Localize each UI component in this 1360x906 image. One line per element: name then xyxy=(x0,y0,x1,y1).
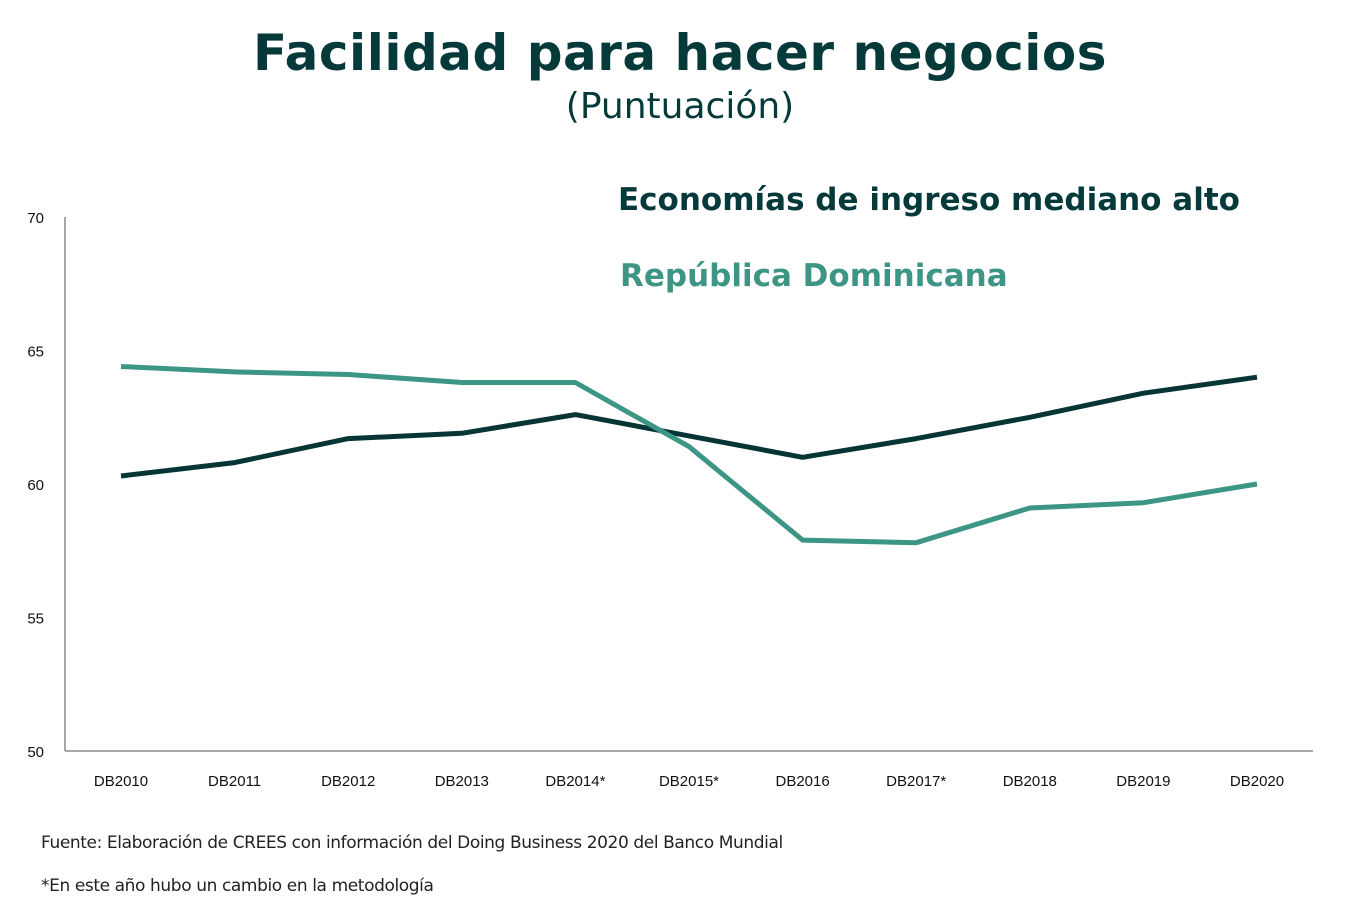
chart-subtitle: (Puntuación) xyxy=(565,86,795,127)
y-tick-label: 60 xyxy=(27,477,44,494)
x-tick-label: DB2011 xyxy=(208,773,261,790)
x-tick-label: DB2017* xyxy=(886,773,946,790)
x-tick-label: DB2016 xyxy=(775,773,829,790)
x-tick-label: DB2010 xyxy=(94,773,148,790)
x-tick-label: DB2019 xyxy=(1116,773,1170,790)
legend-entry-upper-middle-income: Economías de ingreso mediano alto xyxy=(618,182,1240,218)
x-tick-label: DB2012 xyxy=(321,773,375,790)
series-line-dominican-republic xyxy=(120,364,1258,546)
legend-entry-dominican-republic: República Dominicana xyxy=(620,258,1008,294)
chart-title: Facilidad para hacer negocios xyxy=(252,24,1108,82)
y-tick-label: 70 xyxy=(27,210,44,227)
x-tick-label: DB2020 xyxy=(1230,773,1284,790)
x-tick-label: DB2018 xyxy=(1003,773,1057,790)
y-axis-ticks: 50 55 60 65 70 xyxy=(27,210,44,761)
source-note: Fuente: Elaboración de CREES con informa… xyxy=(41,833,783,853)
x-tick-label: DB2014* xyxy=(545,773,605,790)
series-group xyxy=(120,364,1258,546)
y-tick-label: 65 xyxy=(27,344,44,361)
methodology-note: *En este año hubo un cambio en la metodo… xyxy=(41,876,434,896)
y-tick-label: 50 xyxy=(27,744,44,761)
x-axis-ticks: DB2010 DB2011 DB2012 DB2013 DB2014* DB2015* DB… xyxy=(94,773,1284,790)
x-tick-label: DB2015* xyxy=(659,773,719,790)
x-tick-label: DB2013 xyxy=(435,773,489,790)
series-line-upper-middle-income xyxy=(120,374,1258,479)
y-tick-label: 55 xyxy=(27,611,44,628)
